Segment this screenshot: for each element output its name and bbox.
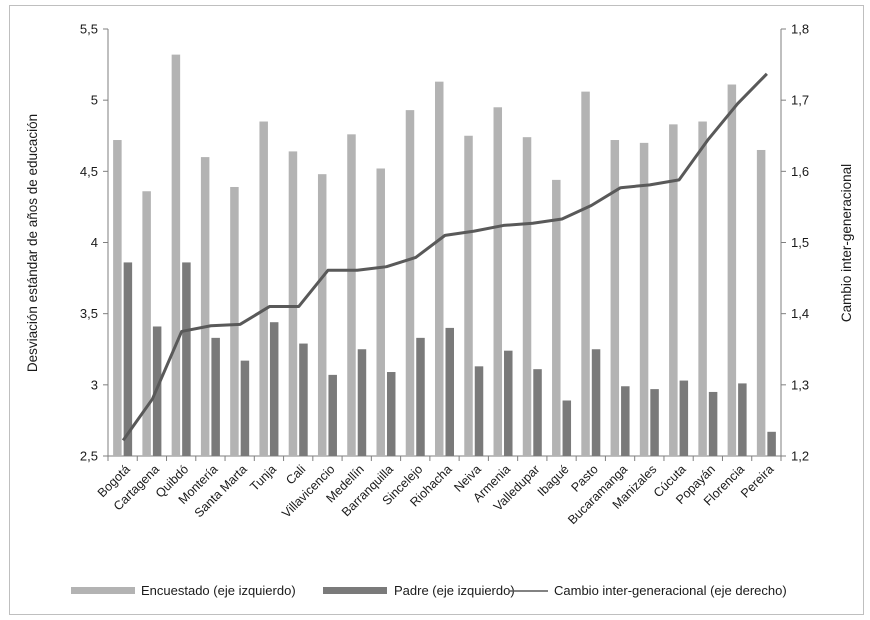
bar-encuestado xyxy=(552,179,561,456)
bar-encuestado xyxy=(639,142,649,456)
bar-padre xyxy=(123,262,133,456)
bar-encuestado xyxy=(288,151,298,456)
bar-encuestado xyxy=(376,168,385,456)
bar-padre xyxy=(182,262,191,456)
bar-encuestado xyxy=(756,149,766,456)
bar-encuestado xyxy=(405,110,415,456)
bar-encuestado xyxy=(317,174,327,456)
legend-label-padre: Padre (eje izquierdo) xyxy=(394,583,515,598)
bar-padre xyxy=(708,391,718,456)
left-tick-label: 5 xyxy=(91,93,98,108)
bar-padre xyxy=(299,343,308,456)
bar-encuestado xyxy=(698,121,707,457)
bar-encuestado xyxy=(464,135,473,456)
bar-encuestado xyxy=(200,157,210,456)
bar-padre xyxy=(386,372,396,456)
bar-encuestado xyxy=(610,140,620,456)
bar-padre xyxy=(357,349,367,456)
bar-padre xyxy=(269,322,279,456)
bar-padre xyxy=(562,400,572,456)
bar-encuestado xyxy=(435,81,444,456)
bar-padre xyxy=(533,369,542,456)
left-tick-label: 3 xyxy=(91,377,98,392)
bar-encuestado xyxy=(259,121,268,457)
right-tick-label: 1,4 xyxy=(791,306,809,321)
bar-encuestado xyxy=(347,134,356,456)
bar-encuestado xyxy=(727,84,737,456)
left-tick-label: 5,5 xyxy=(80,22,98,37)
bar-padre xyxy=(738,383,747,456)
category-label: Tunja xyxy=(247,462,279,494)
category-label: Cali xyxy=(283,462,308,487)
left-tick-label: 4,5 xyxy=(80,164,98,179)
bar-padre xyxy=(591,349,601,456)
bar-padre xyxy=(650,389,659,456)
bar-padre xyxy=(416,337,425,456)
bar-encuestado xyxy=(522,137,532,456)
category-label: Ibagué xyxy=(535,462,572,499)
bar-encuestado xyxy=(171,54,181,457)
bar-padre xyxy=(240,360,250,456)
right-tick-label: 1,6 xyxy=(791,164,809,179)
right-tick-label: 1,8 xyxy=(791,22,809,37)
left-tick-label: 4 xyxy=(91,235,98,250)
legend-swatch-encuestado xyxy=(71,587,135,594)
bar-encuestado xyxy=(493,107,503,457)
bar-padre xyxy=(767,431,776,456)
bar-padre xyxy=(621,386,630,456)
right-tick-label: 1,3 xyxy=(791,377,809,392)
bar-encuestado xyxy=(230,186,239,457)
left-tick-label: 2,5 xyxy=(80,449,98,464)
right-axis-title: Cambio inter-generacional xyxy=(839,164,854,322)
legend-label-cambio: Cambio inter-generacional (eje derecho) xyxy=(554,583,787,598)
right-tick-label: 1,7 xyxy=(791,93,809,108)
legend-swatch-padre xyxy=(323,587,387,594)
bar-encuestado xyxy=(142,191,151,456)
bar-padre xyxy=(504,350,513,456)
bar-encuestado xyxy=(669,124,678,456)
bar-padre xyxy=(211,337,220,456)
category-label: Pereira xyxy=(738,462,776,500)
bar-encuestado xyxy=(581,91,590,457)
bar-padre xyxy=(679,380,689,456)
left-tick-label: 3,5 xyxy=(80,306,98,321)
right-tick-label: 1,2 xyxy=(791,449,809,464)
bar-padre xyxy=(445,327,454,456)
bar-padre xyxy=(328,374,337,456)
bar-padre xyxy=(474,366,484,456)
left-axis-title: Desviación estándar de años de educación xyxy=(25,114,40,372)
right-tick-label: 1,5 xyxy=(791,235,809,250)
legend-label-encuestado: Encuestado (eje izquierdo) xyxy=(141,583,296,598)
bar-encuestado xyxy=(113,140,122,456)
